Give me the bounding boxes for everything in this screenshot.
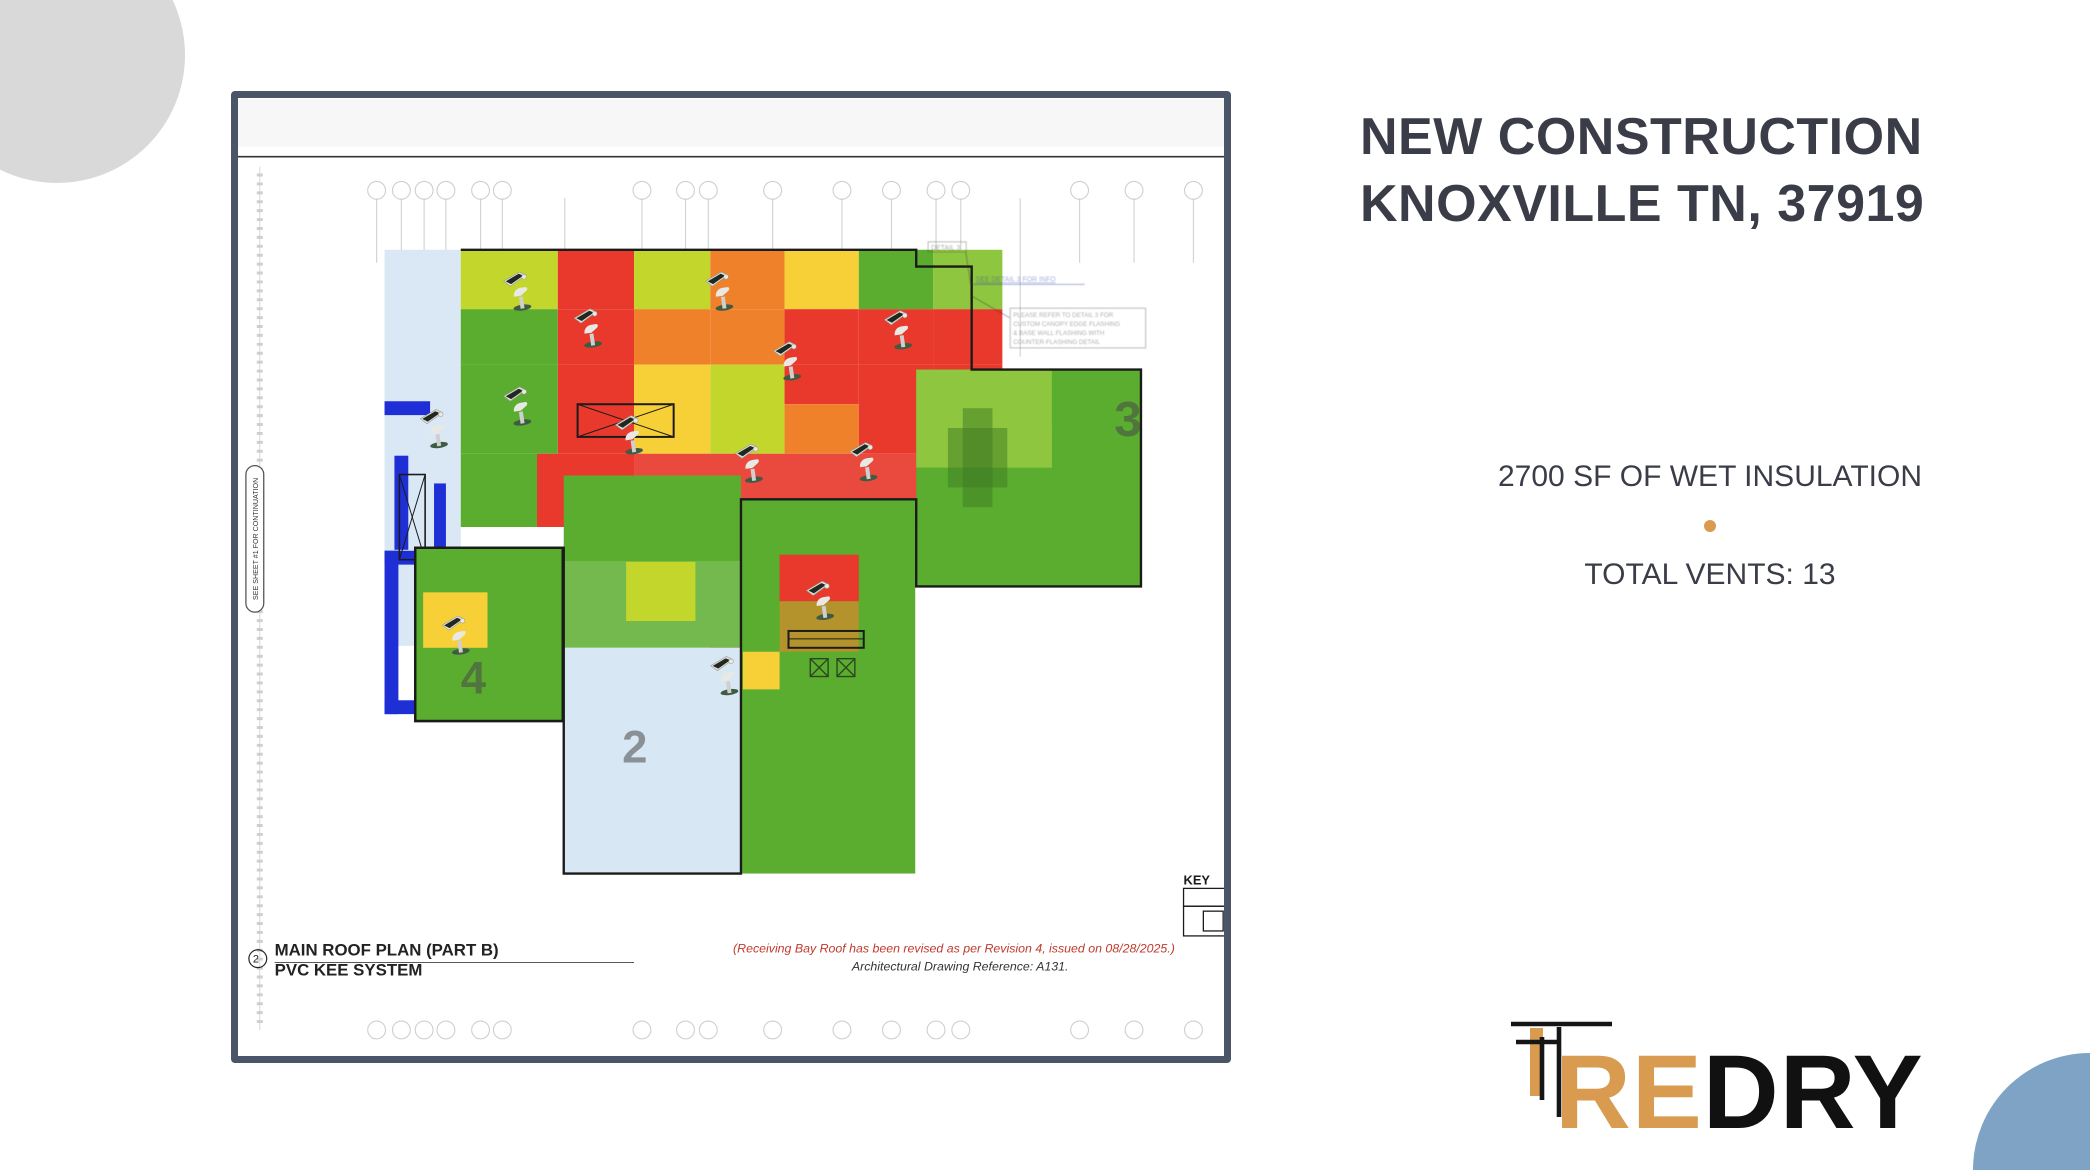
svg-text:4: 4 [461, 652, 487, 703]
svg-text:2: 2 [253, 954, 259, 966]
svg-text:CUSTOM CANOPY EDGE FLASHING: CUSTOM CANOPY EDGE FLASHING [1013, 321, 1120, 328]
svg-text:3: 3 [1114, 392, 1142, 447]
svg-text:Architectural Drawing Referenc: Architectural Drawing Reference: A131. [851, 960, 1069, 974]
svg-text:MAIN ROOF PLAN (PART B): MAIN ROOF PLAN (PART B) [275, 941, 499, 960]
svg-text:SEE DETAIL 3 FOR INFO: SEE DETAIL 3 FOR INFO [976, 276, 1057, 283]
svg-text:KEY: KEY [1184, 872, 1211, 887]
svg-text:PLEASE REFER TO DETAIL 3 FOR: PLEASE REFER TO DETAIL 3 FOR [1013, 312, 1113, 319]
svg-text:(Receiving Bay Roof has been r: (Receiving Bay Roof has been revised as … [733, 942, 1175, 956]
svg-text:SEE SHEET #1 FOR CONTINUATION: SEE SHEET #1 FOR CONTINUATION [252, 478, 260, 600]
svg-text:PVC KEE SYSTEM: PVC KEE SYSTEM [275, 961, 423, 980]
svg-text:DETAIL 3: DETAIL 3 [931, 245, 960, 252]
svg-text:2: 2 [622, 722, 647, 773]
svg-text:& BASE WALL FLASHING WITH: & BASE WALL FLASHING WITH [1013, 330, 1104, 337]
svg-text:COUNTER-FLASHING DETAIL: COUNTER-FLASHING DETAIL [1013, 339, 1100, 346]
